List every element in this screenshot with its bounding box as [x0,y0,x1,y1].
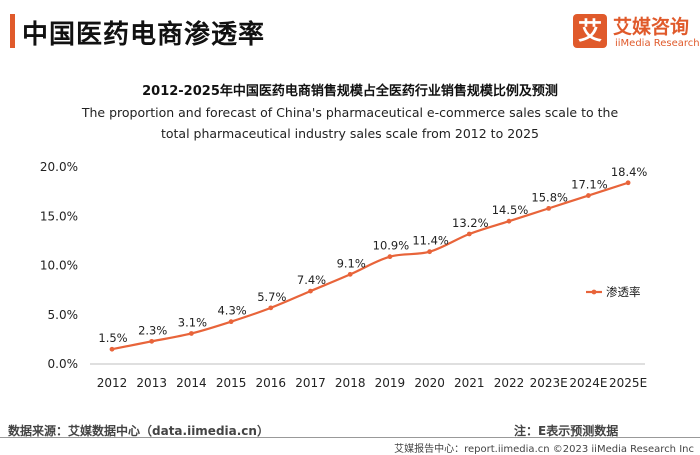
data-point [228,319,234,325]
logo-name: 艾媒咨询 [613,16,690,38]
y-tick-label: 10.0% [40,259,78,273]
x-tick-label: 2017 [295,376,326,390]
data-point [149,338,155,344]
forecast-note: 注：E表示预测数据 [514,424,619,438]
y-tick-label: 20.0% [40,160,78,174]
data-point [308,288,313,294]
x-tick-label: 2016 [256,376,287,390]
x-tick-label: 2022 [494,376,525,390]
data-point [189,331,194,336]
data-label: 11.4% [412,234,449,248]
x-tick-label: 2025E [609,376,647,390]
x-tick-label: 2024E [569,376,607,390]
data-label: 9.1% [337,256,366,270]
footer-divider [0,437,700,438]
x-tick-label: 2019 [375,376,406,390]
copyright: 艾媒报告中心：report.iimedia.cn ©2023 iiMedia R… [394,444,694,455]
chart-subtitle: The proportion and forecast of China's p… [81,105,619,141]
chart-title: 2012-2025年中国医药电商销售规模占全医药行业销售规模比例及预测 [142,84,558,99]
x-tick-label: 2012 [97,376,128,390]
data-point [109,346,115,352]
x-tick-label: 2014 [176,376,207,390]
y-tick-label: 15.0% [40,209,78,223]
legend-marker [591,289,597,295]
data-point [268,305,274,311]
x-tick-label: 2023E [530,376,568,390]
data-label: 13.2% [452,216,489,230]
x-tick-label: 2018 [335,376,366,390]
data-point [506,218,512,224]
data-point [466,231,472,237]
x-tick-label: 2013 [136,376,167,390]
title-accent-bar [10,14,15,48]
data-point [546,205,552,211]
x-tick-label: 2015 [216,376,247,390]
data-label: 7.4% [297,273,326,287]
legend-label: 渗透率 [606,285,641,299]
data-point [586,193,591,198]
data-label: 1.5% [98,331,127,345]
header: 中国医药电商渗透率 艾 艾媒咨询 iiMedia Research [0,0,700,62]
y-tick-label: 0.0% [48,357,79,371]
data-label: 17.1% [571,178,608,192]
logo-mark: 艾 [573,14,607,48]
data-label: 18.4% [611,165,648,179]
data-label: 14.5% [492,203,529,217]
data-label: 2.3% [138,323,167,337]
x-tick-label: 2021 [454,376,485,390]
logo-subtitle: iiMedia Research [615,38,700,49]
data-point [625,180,631,186]
data-label: 15.8% [531,190,568,204]
iimedia-logo: 艾 艾媒咨询 iiMedia Research [573,10,700,56]
series-line-penetration-rate [111,181,629,351]
data-point [347,271,353,277]
data-point [427,249,432,255]
data-label: 5.7% [257,290,286,304]
data-point [387,254,393,260]
data-label: 4.3% [217,304,246,318]
data-source: 数据来源：艾媒数据中心（data.iimedia.cn） [8,424,269,438]
data-label: 3.1% [178,315,207,329]
y-tick-label: 5.0% [48,308,79,322]
data-label: 10.9% [373,239,410,253]
x-tick-label: 2020 [414,376,445,390]
page-title: 中国医药电商渗透率 [22,20,266,50]
